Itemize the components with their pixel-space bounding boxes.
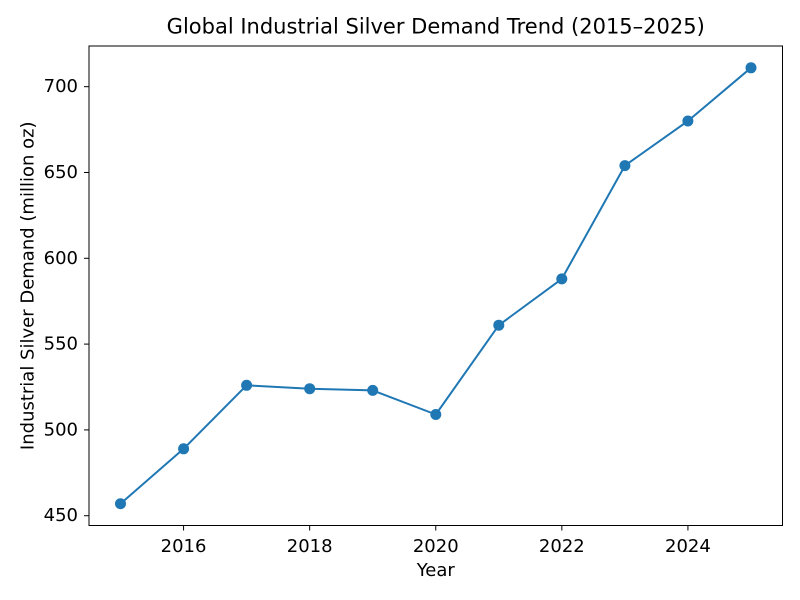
data-point-marker-2025 [745, 62, 757, 74]
data-point-marker-2017 [241, 379, 253, 391]
y-tick-label: 650 [44, 162, 78, 183]
data-point-marker-2016 [178, 443, 190, 455]
data-point-marker-2015 [115, 498, 126, 510]
chart-title: Global Industrial Silver Demand Trend (2… [167, 15, 705, 39]
data-point-marker-2019 [367, 384, 379, 396]
y-tick-label: 700 [44, 76, 78, 97]
data-point-marker-2021 [493, 319, 505, 331]
y-tick-label: 600 [44, 248, 78, 269]
y-axis-label: Industrial Silver Demand (million oz) [18, 121, 39, 450]
data-point-marker-2018 [304, 383, 316, 395]
data-point-marker-2023 [619, 160, 631, 172]
x-tick-label: 2022 [539, 536, 585, 557]
y-tick-label: 500 [44, 419, 78, 440]
x-tick-label: 2016 [161, 536, 207, 557]
data-point-marker-2024 [682, 115, 694, 127]
y-tick-label: 550 [44, 334, 78, 355]
x-tick-label: 2018 [287, 536, 333, 557]
y-tick-label: 450 [44, 505, 78, 526]
x-axis-label: Year [416, 560, 456, 581]
data-point-marker-2020 [430, 409, 442, 420]
data-point-marker-2022 [556, 273, 568, 285]
x-tick-label: 2020 [413, 536, 459, 557]
x-tick-label: 2024 [665, 536, 711, 557]
